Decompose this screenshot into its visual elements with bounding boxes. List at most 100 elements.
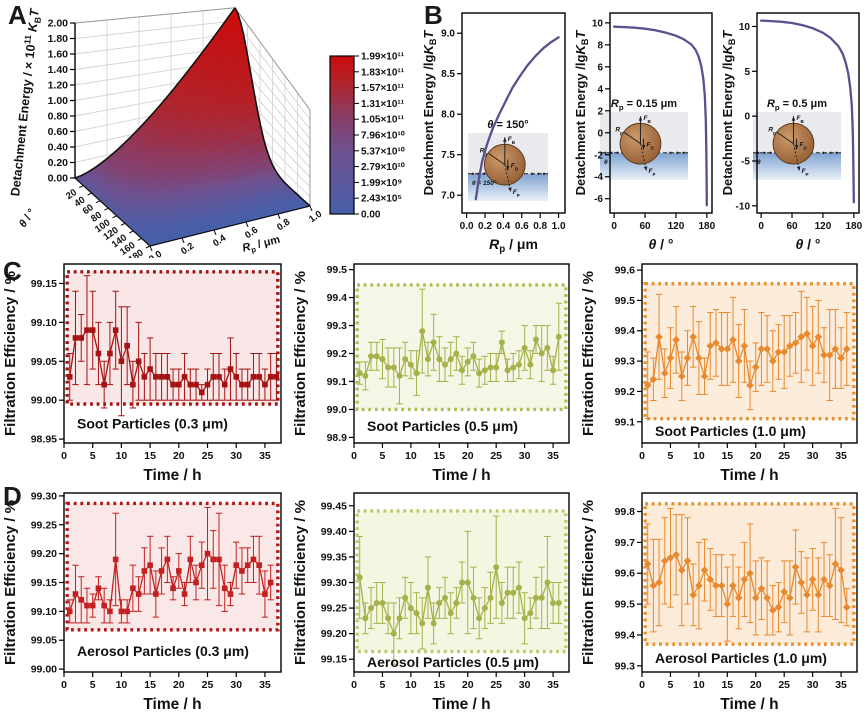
aerosol-03-efficiency-plot: 99.00 99.05 99.10 99.15 99.20 99.25 99.30 0 5 10 1… — [0, 487, 290, 716]
svg-text:99.10: 99.10 — [31, 606, 57, 618]
svg-text:25: 25 — [202, 679, 214, 691]
svg-text:99.05: 99.05 — [31, 635, 57, 647]
svg-text:5: 5 — [668, 450, 674, 462]
svg-text:7.96×10¹⁰: 7.96×10¹⁰ — [361, 131, 405, 142]
detachment-vs-angle-05-plot: FB FD FP Rp θ Rp = 0.5 μm -10 -5 0 5 10 0 60 120 180 θ … — [719, 0, 866, 258]
svg-text:99.5: 99.5 — [615, 295, 636, 307]
svg-text:120: 120 — [668, 221, 685, 232]
svg-text:25: 25 — [778, 450, 790, 462]
aerosol-10-efficiency-plot: 99.3 99.4 99.5 99.6 99.7 99.8 0 5 10 15 20 25 30 35 Ti… — [578, 487, 866, 716]
svg-text:θ: θ — [757, 159, 761, 166]
svg-text:Rp: Rp — [768, 126, 776, 135]
svg-text:1.57×10¹¹: 1.57×10¹¹ — [361, 83, 405, 94]
svg-text:10: 10 — [592, 18, 604, 29]
svg-text:FD: FD — [646, 142, 654, 151]
svg-text:FD: FD — [511, 163, 519, 172]
svg-text:5: 5 — [90, 679, 96, 691]
svg-text:0.2: 0.2 — [478, 221, 492, 232]
svg-text:0.00: 0.00 — [48, 173, 69, 185]
svg-text:99.5: 99.5 — [327, 264, 348, 276]
svg-text:Rp = 0.15 μm: Rp = 0.15 μm — [611, 98, 677, 112]
svg-text:99.40: 99.40 — [321, 526, 347, 538]
svg-text:10: 10 — [693, 450, 705, 462]
svg-text:1.83×10¹¹: 1.83×10¹¹ — [361, 67, 405, 78]
svg-text:-2: -2 — [594, 150, 603, 161]
svg-text:99.3: 99.3 — [327, 320, 348, 332]
svg-text:99.00: 99.00 — [31, 395, 57, 407]
svg-text:FD: FD — [799, 142, 807, 151]
svg-text:1.0: 1.0 — [552, 221, 566, 232]
svg-text:30: 30 — [230, 450, 242, 462]
svg-text:Filtration Efficiency / %: Filtration Efficiency / % — [292, 500, 309, 665]
svg-text:0.6: 0.6 — [515, 221, 529, 232]
svg-text:99.1: 99.1 — [327, 376, 348, 388]
svg-text:Soot Particles (1.0 μm): Soot Particles (1.0 μm) — [655, 423, 806, 439]
svg-text:Aerosol Particles (0.5 μm): Aerosol Particles (0.5 μm) — [367, 654, 539, 670]
svg-text:FP: FP — [801, 168, 808, 177]
svg-text:99.25: 99.25 — [31, 519, 57, 531]
svg-text:99.25: 99.25 — [321, 603, 347, 615]
svg-text:9.0: 9.0 — [441, 29, 455, 40]
svg-text:0.20: 0.20 — [48, 157, 69, 169]
svg-text:-4: -4 — [594, 172, 603, 183]
svg-text:2.00: 2.00 — [48, 18, 69, 30]
svg-text:0.8: 0.8 — [533, 221, 547, 232]
svg-text:35: 35 — [259, 450, 271, 462]
svg-text:30: 30 — [807, 679, 819, 691]
svg-text:99.6: 99.6 — [615, 568, 636, 580]
chart-svg: 99.3 99.4 99.5 99.6 99.7 99.8 0 5 10 15 20 25 30 35 Ti… — [580, 492, 858, 713]
svg-text:15: 15 — [721, 450, 733, 462]
chart-svg: 98.9 99.0 99.1 99.2 99.3 99.4 99.5 0 5 10 15 20 25 30… — [292, 263, 570, 484]
svg-text:Aerosol Particles (1.0 μm): Aerosol Particles (1.0 μm) — [655, 650, 827, 666]
chart-svg: 98.95 99.00 99.05 99.10 99.15 0 5 10 15 20 25 30 35 T… — [2, 263, 282, 484]
svg-text:θ: θ — [604, 159, 608, 166]
svg-text:10: 10 — [405, 679, 417, 691]
svg-text:Rp = 0.5 μm: Rp = 0.5 μm — [767, 98, 827, 112]
svg-text:10: 10 — [116, 450, 128, 462]
svg-text:99.8: 99.8 — [615, 506, 636, 518]
svg-text:20: 20 — [750, 679, 762, 691]
svg-text:99.20: 99.20 — [321, 628, 347, 640]
svg-text:15: 15 — [144, 679, 156, 691]
detachment-vs-angle-015-plot: FB FD FP Rp θ Rp = 0.15 μm -6 -4 -2 0 2 4 6 8 10 0 60 120… — [572, 0, 719, 258]
svg-text:0.8: 0.8 — [275, 217, 292, 234]
svg-text:99.3: 99.3 — [615, 660, 636, 672]
svg-text:0.40: 0.40 — [48, 142, 69, 154]
svg-text:-6: -6 — [594, 194, 603, 205]
svg-text:5: 5 — [380, 450, 386, 462]
svg-text:20: 20 — [462, 679, 474, 691]
svg-text:Time / h: Time / h — [432, 467, 490, 484]
svg-text:0.0: 0.0 — [147, 249, 164, 258]
svg-text:4: 4 — [597, 84, 603, 95]
svg-text:99.35: 99.35 — [321, 551, 347, 563]
svg-text:Filtration Efficiency / %: Filtration Efficiency / % — [292, 271, 309, 436]
svg-text:99.7: 99.7 — [615, 537, 636, 549]
svg-text:1.0: 1.0 — [307, 209, 324, 226]
svg-text:1.31×10¹¹: 1.31×10¹¹ — [361, 99, 405, 110]
svg-text:0.60: 0.60 — [48, 126, 69, 138]
svg-text:θ / °: θ / ° — [17, 207, 38, 230]
svg-text:99.30: 99.30 — [321, 577, 347, 589]
svg-text:0.80: 0.80 — [48, 111, 69, 123]
svg-text:Detachment Energy /lgKBT: Detachment Energy /lgKBT — [421, 30, 438, 196]
chart-svg: 99.00 99.05 99.10 99.15 99.20 99.25 99.30 0 5 10 1… — [2, 490, 282, 713]
svg-text:99.10: 99.10 — [31, 317, 57, 329]
svg-text:1.80: 1.80 — [48, 33, 69, 45]
aerosol-05-efficiency-plot: 99.15 99.20 99.25 99.30 99.35 99.40 99.45 0 5 10 1… — [290, 487, 578, 716]
svg-text:0.2: 0.2 — [179, 241, 196, 258]
svg-text:Soot Particles (0.3 μm): Soot Particles (0.3 μm) — [77, 416, 228, 432]
svg-text:FP: FP — [648, 168, 655, 177]
svg-text:1.40: 1.40 — [48, 64, 69, 76]
svg-text:θ = 150°: θ = 150° — [487, 119, 528, 131]
panel-label-a: A — [8, 0, 27, 30]
svg-text:20: 20 — [173, 679, 185, 691]
soot-05-efficiency-plot: 98.9 99.0 99.1 99.2 99.3 99.4 99.5 0 5 10 15 20 25 30… — [290, 258, 578, 487]
svg-text:0: 0 — [611, 221, 617, 232]
svg-text:10: 10 — [116, 679, 128, 691]
svg-text:0: 0 — [351, 679, 357, 691]
svg-text:99.5: 99.5 — [615, 599, 636, 611]
svg-text:1.60: 1.60 — [48, 49, 69, 61]
svg-text:-5: -5 — [741, 156, 750, 167]
svg-text:99.2: 99.2 — [327, 348, 348, 360]
